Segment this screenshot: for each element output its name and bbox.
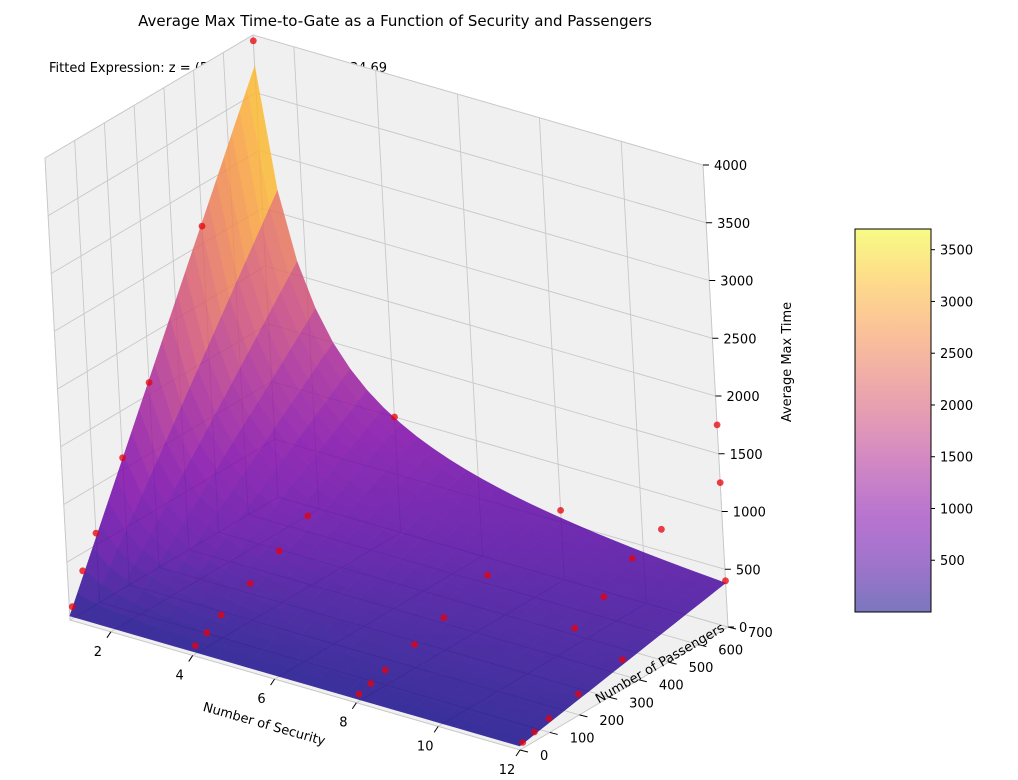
scatter-point — [571, 624, 579, 632]
y-tick — [698, 644, 707, 648]
y-tick — [549, 731, 558, 735]
scatter-point — [119, 454, 126, 462]
x-tick — [188, 655, 194, 662]
y-tick — [609, 696, 618, 700]
scatter-point — [391, 413, 398, 421]
scatter-point — [716, 479, 724, 486]
scatter-point — [304, 512, 312, 520]
y-tick — [668, 661, 677, 665]
scatter-point — [275, 547, 283, 555]
scatter-point — [145, 379, 153, 386]
z-tick-label: 2500 — [723, 332, 756, 347]
chart-title: Average Max Time-to-Gate as a Function o… — [138, 12, 652, 30]
scatter-point — [381, 666, 389, 674]
scatter-point — [191, 642, 199, 649]
z-tick-label: 2000 — [727, 390, 760, 405]
z-tick-label: 0 — [739, 621, 747, 636]
z-gridline — [44, 34, 704, 166]
z-tick-label: 3000 — [720, 275, 753, 290]
scatter-point — [531, 728, 538, 736]
y-tick-label: 500 — [689, 661, 714, 676]
colorbar-tick-label: 2000 — [940, 399, 973, 414]
x-tick — [515, 749, 521, 757]
y-tick-label: 700 — [748, 626, 773, 641]
scatter-point — [68, 603, 76, 611]
scatter-point — [713, 421, 721, 429]
z-tick-label: 4000 — [714, 159, 747, 174]
y-tick — [579, 714, 588, 718]
x-tick — [106, 631, 112, 639]
scatter-point — [367, 680, 375, 687]
scatter-point — [217, 611, 225, 619]
colorbar-tick-label: 500 — [940, 554, 965, 569]
scatter-point — [411, 641, 418, 648]
scatter-point — [246, 580, 254, 587]
colorbar-tick-label: 2500 — [940, 347, 973, 362]
scatter-point — [628, 555, 636, 562]
scatter-point — [79, 567, 87, 575]
y-tick-label: 0 — [540, 749, 548, 764]
scatter-point — [355, 690, 363, 698]
y-tick-label: 200 — [599, 714, 624, 729]
x-tick-label: 2 — [94, 645, 102, 660]
y-tick-label: 300 — [629, 696, 654, 711]
scatter-point — [519, 739, 527, 746]
x-tick — [433, 726, 439, 733]
x-tick-label: 12 — [499, 763, 516, 778]
scatter-point — [722, 577, 729, 585]
z-tick-label: 1500 — [730, 448, 763, 463]
x-tick-label: 10 — [417, 739, 434, 754]
scatter-point — [545, 715, 553, 722]
colorbar-body — [854, 228, 932, 613]
x-tick — [270, 678, 275, 686]
scatter-point — [557, 507, 564, 514]
x-tick-label: 8 — [339, 716, 347, 731]
scatter-point — [440, 614, 448, 622]
scatter-point — [619, 656, 626, 663]
scatter-point — [203, 629, 211, 637]
x-tick-label: 4 — [176, 669, 184, 684]
scatter-point — [600, 593, 608, 601]
colorbar-tick-label: 1500 — [940, 451, 973, 466]
x-tick-label: 6 — [257, 692, 265, 707]
scatter-point — [658, 525, 665, 533]
scatter-point — [198, 222, 206, 230]
scatter-point — [574, 690, 582, 698]
y-tick-label: 600 — [718, 644, 743, 659]
colorbar-tick-label: 3000 — [940, 295, 973, 310]
scatter-point — [484, 571, 491, 579]
z-axis-label: Average Max Time — [780, 302, 795, 422]
scatter-point — [249, 37, 257, 45]
z-tick-label: 500 — [736, 563, 761, 578]
x-tick — [351, 702, 357, 710]
colorbar-tick-label: 1000 — [940, 502, 973, 517]
z-tick-label: 1000 — [733, 506, 766, 521]
y-tick-label: 400 — [659, 679, 684, 694]
y-tick — [638, 679, 647, 683]
z-tick-label: 3500 — [717, 217, 750, 232]
scatter-point — [92, 529, 100, 537]
y-tick-label: 100 — [570, 731, 595, 746]
y-tick — [519, 749, 529, 753]
colorbar-tick-label: 3500 — [940, 244, 973, 259]
surface — [69, 66, 727, 747]
